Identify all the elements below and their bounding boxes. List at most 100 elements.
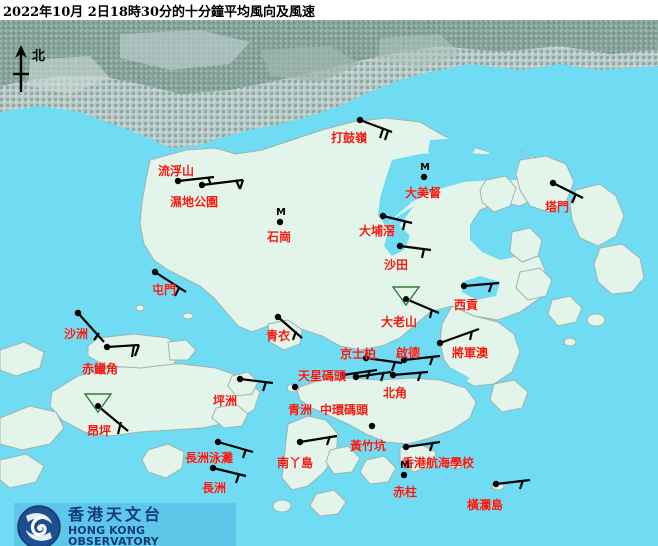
station-label: 屯門 bbox=[152, 283, 177, 297]
station-label: 赤柱 bbox=[393, 485, 418, 499]
auto-station-m-marker: M bbox=[276, 207, 286, 218]
station-marker-8[interactable] bbox=[151, 268, 159, 276]
station-marker-29[interactable] bbox=[492, 480, 500, 488]
station-label: 沙田 bbox=[384, 258, 409, 272]
station-marker-24[interactable] bbox=[209, 464, 217, 472]
wind-barb bbox=[392, 370, 429, 382]
station-label: 大美督 bbox=[405, 186, 442, 200]
station-label: 南丫島 bbox=[277, 456, 314, 470]
wind-barb bbox=[382, 214, 413, 231]
station-marker-5[interactable] bbox=[379, 212, 387, 220]
page-title: 2022年10月 2日18時30分的十分鐘平均風向及風速 bbox=[3, 5, 316, 20]
station-marker-3[interactable] bbox=[276, 218, 284, 226]
northeast-islands bbox=[479, 155, 645, 347]
wind-barb bbox=[405, 297, 440, 319]
wind-barb bbox=[463, 281, 500, 293]
station-marker-19[interactable] bbox=[352, 373, 360, 381]
station-marker-23[interactable] bbox=[214, 438, 222, 446]
wind-barb-layer bbox=[77, 118, 584, 490]
station-marker-11[interactable] bbox=[83, 393, 113, 414]
hk-new-territories bbox=[139, 117, 549, 351]
deep-bay bbox=[0, 106, 176, 162]
station-label: 啟德 bbox=[396, 346, 421, 360]
wind-barb bbox=[439, 327, 480, 345]
compass-north-label: 北 bbox=[32, 49, 46, 64]
station-marker-2[interactable] bbox=[198, 181, 206, 189]
lantau-and-western-islands bbox=[0, 304, 505, 517]
sai-kung-peninsula bbox=[439, 305, 529, 413]
wind-barb bbox=[106, 343, 141, 358]
station-marker-12[interactable] bbox=[274, 313, 282, 321]
station-label: 橫瀾島 bbox=[467, 498, 504, 512]
hko-swirl-logo-icon bbox=[16, 504, 62, 546]
station-marker-27[interactable] bbox=[402, 443, 410, 451]
station-marker-4[interactable] bbox=[420, 173, 428, 181]
station-marker-18[interactable] bbox=[339, 371, 347, 379]
hko-logo: 香港天文台 HONG KONG OBSERVATORY bbox=[14, 503, 236, 546]
station-marker-26[interactable] bbox=[368, 422, 376, 430]
map-geography bbox=[0, 20, 658, 546]
station-marker-22[interactable] bbox=[236, 375, 244, 383]
station-marker-16[interactable] bbox=[362, 354, 370, 362]
station-marker-13[interactable] bbox=[391, 286, 421, 307]
station-marker-1[interactable] bbox=[174, 177, 182, 185]
station-label: 中環碼頭 bbox=[320, 403, 369, 417]
wind-barb bbox=[355, 370, 392, 382]
station-marker-28[interactable] bbox=[400, 471, 408, 479]
station-label: 坪洲 bbox=[213, 394, 238, 408]
wind-barb bbox=[77, 312, 105, 343]
tolo-harbour bbox=[378, 148, 536, 226]
station-label: 大埔滘 bbox=[359, 224, 396, 238]
station-label: 石崗 bbox=[267, 230, 292, 244]
station-label: 流浮山 bbox=[158, 164, 195, 178]
wind-barb bbox=[97, 405, 129, 435]
station-marker-9[interactable] bbox=[74, 309, 82, 317]
wind-barb bbox=[217, 440, 254, 459]
station-label: 西貢 bbox=[454, 298, 479, 312]
wind-barb bbox=[201, 178, 245, 190]
station-marker-15[interactable] bbox=[436, 339, 444, 347]
station-marker-17[interactable] bbox=[400, 356, 408, 364]
wind-barb bbox=[154, 271, 187, 297]
wind-barb bbox=[277, 316, 303, 341]
station-label: 沙洲 bbox=[64, 327, 89, 341]
north-arrow-icon bbox=[13, 45, 29, 92]
wind-barb bbox=[212, 466, 247, 484]
station-label: 長洲泳灘 bbox=[185, 451, 234, 465]
map-canvas: 打鼓嶺 流浮山 濕地公園 M 石崗 M 大美督 大埔滘 沙田 塔門 屯門 沙洲 赤鱲角 昂坪 青衣 大老山 西貢… bbox=[0, 20, 658, 546]
wind-barb bbox=[399, 244, 432, 259]
station-label: 昂坪 bbox=[87, 424, 112, 438]
station-marker-layer bbox=[74, 116, 557, 488]
station-marker-25[interactable] bbox=[296, 438, 304, 446]
station-marker-7[interactable] bbox=[549, 179, 557, 187]
hko-name-zh: 香港天文台 bbox=[68, 505, 164, 524]
station-label: 青衣 bbox=[266, 329, 291, 343]
auto-station-m-marker: M bbox=[400, 460, 410, 471]
wind-barb bbox=[365, 356, 403, 372]
station-label: 青洲 bbox=[288, 403, 313, 417]
station-marker-0[interactable] bbox=[356, 116, 364, 124]
station-label: 天星碼頭 bbox=[298, 369, 347, 383]
wind-barb bbox=[495, 478, 531, 490]
kowloon-hkisland bbox=[267, 319, 477, 485]
station-marker-20[interactable] bbox=[389, 371, 397, 379]
station-label: 打鼓嶺 bbox=[331, 131, 368, 145]
station-label: 塔門 bbox=[545, 200, 570, 214]
station-label: 將軍澳 bbox=[452, 346, 489, 360]
wind-barb bbox=[299, 434, 338, 446]
station-label: 京士柏 bbox=[340, 347, 377, 361]
station-label: 香港航海學校 bbox=[402, 456, 475, 470]
station-label: 長洲 bbox=[202, 481, 227, 495]
station-label: 黃竹坑 bbox=[350, 439, 387, 453]
wind-barb bbox=[405, 440, 441, 452]
station-label: 赤鱲角 bbox=[82, 362, 119, 376]
station-marker-6[interactable] bbox=[396, 242, 404, 250]
hko-wordmark: 香港天文台 HONG KONG OBSERVATORY bbox=[68, 507, 236, 546]
wind-barb bbox=[552, 182, 584, 204]
station-marker-14[interactable] bbox=[460, 282, 468, 290]
station-marker-21[interactable] bbox=[291, 383, 299, 391]
station-label: 濕地公園 bbox=[170, 195, 219, 209]
station-marker-10[interactable] bbox=[103, 343, 111, 351]
wind-barb bbox=[403, 354, 441, 366]
